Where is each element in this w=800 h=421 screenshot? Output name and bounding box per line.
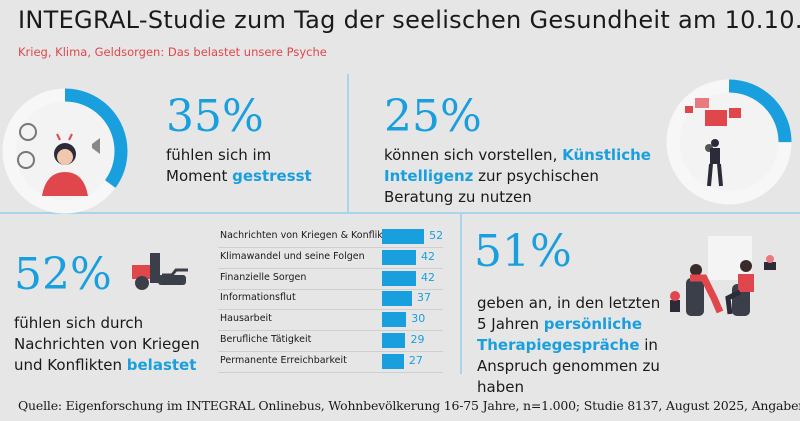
stat-25-pre: können sich vorstellen, bbox=[384, 146, 563, 164]
donut-35-arc bbox=[2, 88, 128, 214]
stat-51-text: geben an, in den letzten 5 Jahren persön… bbox=[477, 293, 707, 398]
stat-25-text: können sich vorstellen, Künstliche Intel… bbox=[384, 145, 654, 208]
stat-52-value: 52% bbox=[14, 249, 112, 300]
stat-51-line3: in bbox=[639, 336, 658, 354]
therapy-session-icon bbox=[670, 236, 776, 316]
stat-35-line1: fühlen sich im bbox=[166, 146, 272, 164]
bar-label: Berufliche Tätigkeit bbox=[220, 334, 312, 345]
stat-25-post: zur psychischen Beratung zu nutzen bbox=[384, 167, 599, 206]
woman-with-images-icon bbox=[685, 98, 741, 187]
stat-51-line2: 5 Jahren bbox=[477, 315, 544, 333]
stat-52-line3: und Konflikten bbox=[14, 356, 127, 374]
stat-35-text: fühlen sich im Moment gestresst bbox=[166, 145, 336, 187]
stat-51-value: 51% bbox=[474, 226, 572, 277]
bar-value-label: 29 bbox=[410, 333, 425, 346]
bar bbox=[382, 333, 406, 348]
bar bbox=[382, 312, 407, 328]
stat-51-highlight-1: persönliche bbox=[543, 315, 643, 333]
bar-label: Klimawandel und seine Folgen bbox=[220, 250, 365, 262]
stat-52-highlight: belastet bbox=[126, 356, 197, 374]
bar-value-label: 30 bbox=[411, 312, 426, 326]
divider-vertical-top bbox=[347, 74, 349, 212]
stat-25-highlight: Künstliche Intelligenz bbox=[384, 146, 651, 185]
stat-52-line2: Nachrichten von Kriegen bbox=[14, 335, 200, 353]
divider-vertical-bottom bbox=[460, 214, 462, 374]
bar-row: Permanente Erreichbarkeit 27 bbox=[218, 351, 443, 373]
bar bbox=[382, 249, 417, 265]
bar-value-label: 42 bbox=[421, 249, 436, 263]
donut-35 bbox=[2, 88, 128, 214]
bar-value-label: 27 bbox=[408, 353, 423, 367]
bar bbox=[382, 291, 412, 307]
donut-25 bbox=[666, 79, 792, 205]
stat-35-highlight: gestresst bbox=[232, 167, 312, 185]
divider-horizontal bbox=[0, 212, 800, 214]
source-footer: Quelle: Eigenforschung im INTEGRAL Onlin… bbox=[18, 398, 800, 413]
bar-value-label: 37 bbox=[416, 291, 431, 305]
page-title: INTEGRAL-Studie zum Tag der seelischen G… bbox=[18, 6, 800, 34]
bar-row: Nachrichten von Kriegen & Konflikten 52 bbox=[218, 226, 443, 248]
bar-value-label: 52 bbox=[429, 229, 444, 242]
bar-label: Nachrichten von Kriegen & Konflikten bbox=[220, 230, 399, 241]
stressed-woman-icon bbox=[17, 123, 100, 196]
bar-label: Finanzielle Sorgen bbox=[220, 271, 307, 283]
stat-51-line4: Anspruch genommen zu haben bbox=[477, 357, 660, 396]
donut-25-arc bbox=[666, 79, 792, 205]
bar-row: Klimawandel und seine Folgen 42 bbox=[218, 247, 443, 269]
war-tank-icon bbox=[132, 253, 188, 290]
bar-value-label: 42 bbox=[421, 270, 436, 284]
stat-52-text: fühlen sich durch Nachrichten von Kriege… bbox=[14, 313, 214, 376]
bar-label: Informationsflut bbox=[220, 292, 296, 304]
stat-35-value: 35% bbox=[166, 91, 264, 142]
bar-label: Hausarbeit bbox=[220, 313, 272, 325]
bar-row: Finanzielle Sorgen 42 bbox=[218, 268, 443, 290]
stat-51-highlight-2: Therapiegespräche bbox=[477, 336, 640, 354]
stat-35-line2: Moment bbox=[166, 167, 233, 185]
bar-label: Permanente Erreichbarkeit bbox=[220, 354, 347, 366]
bar-row: Berufliche Tätigkeit 29 bbox=[218, 330, 443, 352]
subtitle: Krieg, Klima, Geldsorgen: Das belastet u… bbox=[18, 45, 327, 59]
bar bbox=[382, 270, 417, 286]
bar bbox=[382, 353, 404, 369]
stat-52-line1: fühlen sich durch bbox=[14, 314, 144, 332]
bar-row: Informationsflut 37 bbox=[218, 288, 443, 311]
stat-51-line1: geben an, in den letzten bbox=[477, 294, 661, 312]
bar-row: Hausarbeit 30 bbox=[218, 309, 443, 332]
bar bbox=[382, 229, 425, 244]
stat-25-value: 25% bbox=[384, 91, 482, 142]
